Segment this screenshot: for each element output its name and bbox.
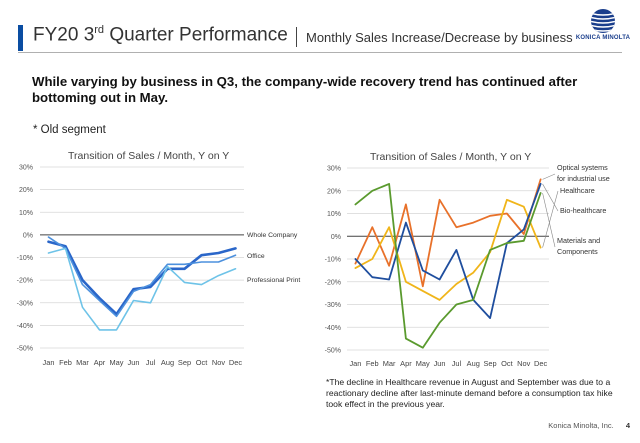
x-tick-label: Mar [383, 359, 396, 368]
chart-right-title: Transition of Sales / Month, Y on Y [370, 151, 532, 163]
title-accent-bar [18, 25, 23, 51]
series-label: for industrial use [557, 174, 610, 183]
y-tick-label: -10% [325, 257, 341, 264]
y-tick-label: 10% [327, 211, 341, 218]
x-tick-label: Feb [366, 359, 379, 368]
series-line-office [47, 236, 237, 318]
y-tick-label: 0% [331, 234, 341, 241]
footer-company: Konica Minolta, Inc. [548, 421, 614, 430]
slide-header: FY20 3rd Quarter Performance Monthly Sal… [0, 22, 640, 52]
x-tick-label: Aug [161, 358, 174, 367]
y-tick-label: -20% [325, 279, 341, 286]
y-tick-label: -10% [17, 255, 33, 262]
y-tick-label: -20% [17, 278, 33, 285]
y-tick-label: 20% [19, 187, 33, 194]
series-label: Professional Print [247, 277, 300, 284]
x-tick-label: Jul [146, 358, 156, 367]
x-tick-label: Feb [59, 358, 72, 367]
label-leader-line [542, 173, 556, 180]
x-tick-label: Sep [484, 359, 497, 368]
series-line-whole-company [47, 240, 237, 316]
x-tick-label: Dec [229, 358, 242, 367]
x-tick-label: Jan [349, 359, 361, 368]
x-tick-label: Aug [467, 359, 480, 368]
logo-wordmark: KONICA MINOLTA [575, 35, 631, 41]
x-tick-label: Apr [400, 359, 412, 368]
y-tick-label: 0% [23, 232, 33, 239]
globe-logo-icon [591, 9, 615, 33]
old-segment-note: * Old segment [33, 124, 106, 136]
label-leader-line [542, 192, 556, 248]
footer: Konica Minolta, Inc. 4 [548, 421, 630, 430]
x-tick-label: Jan [43, 358, 55, 367]
label-leader-line [542, 190, 559, 248]
page-title: FY20 3rd Quarter Performance [33, 24, 288, 46]
x-tick-label: Nov [517, 359, 530, 368]
x-tick-label: Apr [94, 358, 106, 367]
series-line-professional-print [47, 247, 237, 331]
top-strip [0, 0, 640, 6]
y-tick-label: 30% [327, 166, 341, 173]
series-label: Materials and [557, 236, 600, 245]
konica-minolta-logo: KONICA MINOLTA [572, 8, 634, 44]
x-tick-label: Dec [534, 359, 547, 368]
series-label: Healthcare [560, 186, 595, 195]
y-tick-label: -40% [325, 325, 341, 332]
y-tick-label: -50% [325, 348, 341, 355]
x-tick-label: Jul [452, 359, 462, 368]
title-divider [296, 27, 297, 47]
y-tick-label: 30% [19, 165, 33, 172]
x-tick-label: Nov [212, 358, 225, 367]
y-tick-label: 20% [327, 188, 341, 195]
series-label: Bio-healthcare [560, 206, 606, 215]
series-line-healthcare [354, 198, 542, 301]
y-tick-label: -40% [17, 323, 33, 330]
y-tick-label: -30% [17, 300, 33, 307]
series-label: Office [247, 253, 265, 260]
series-label: Whole Company [247, 232, 298, 239]
y-tick-label: -50% [17, 346, 33, 353]
x-tick-label: Sep [178, 358, 191, 367]
page-number: 4 [625, 421, 630, 430]
headline: While varying by business in Q3, the com… [32, 74, 578, 105]
page-subtitle: Monthly Sales Increase/Decrease by busin… [306, 30, 573, 45]
healthcare-footnote: *The decline in Healthcare revenue in Au… [326, 377, 613, 409]
series-line-bio-healthcare [354, 182, 542, 320]
label-leader-line [542, 183, 559, 212]
series-line-optical-systems-for-industrial-use [354, 178, 542, 288]
y-tick-label: 10% [19, 210, 33, 217]
y-tick-label: -30% [325, 302, 341, 309]
chart-left-title: Transition of Sales / Month, Y on Y [68, 150, 230, 162]
header-rule [18, 52, 622, 53]
x-tick-label: Mar [76, 358, 89, 367]
series-label: Optical systems [557, 163, 608, 172]
series-line-materials-and-components [354, 182, 542, 349]
x-tick-label: May [416, 359, 430, 368]
series-label: Components [557, 247, 598, 256]
x-tick-label: Oct [196, 358, 208, 367]
x-tick-label: May [110, 358, 124, 367]
x-tick-label: Jun [434, 359, 446, 368]
x-tick-label: Oct [501, 359, 513, 368]
x-tick-label: Jun [128, 358, 140, 367]
